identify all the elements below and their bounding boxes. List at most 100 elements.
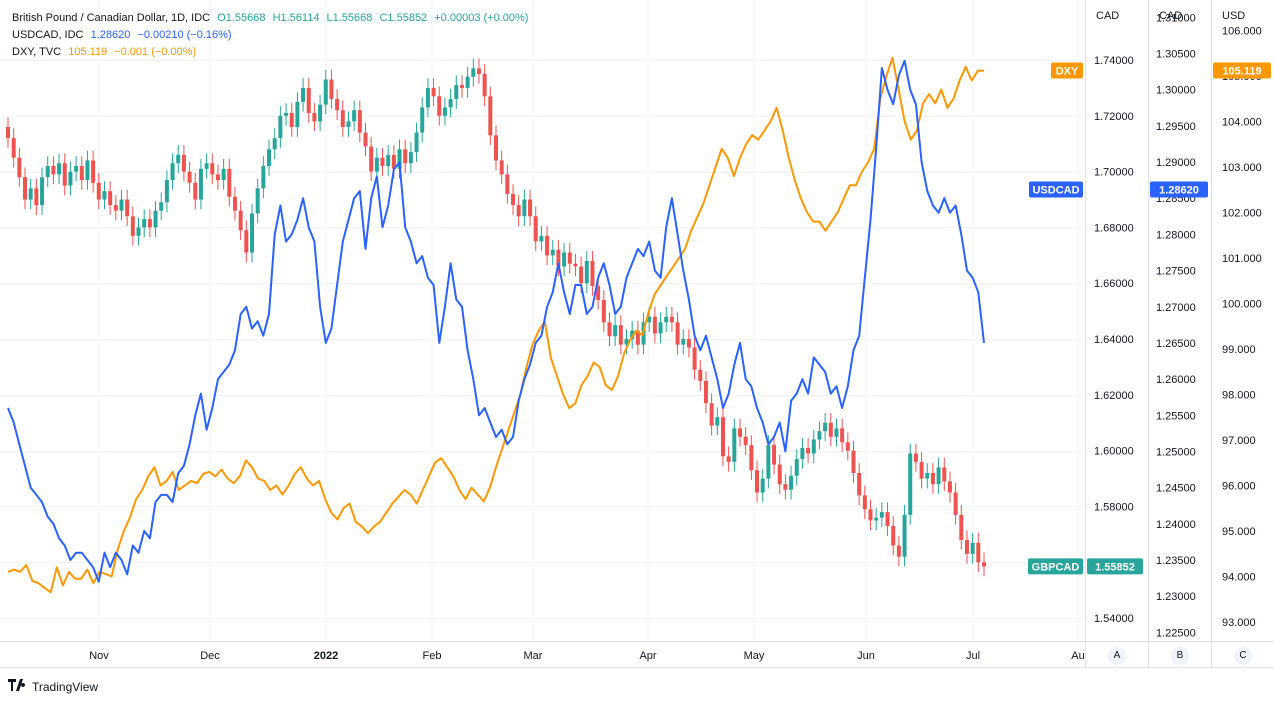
legend-row-dxy[interactable]: DXY, TVC 105.119 −0.001 (−0.00%) xyxy=(12,44,528,61)
axis-tick-label: 1.22500 xyxy=(1156,627,1196,639)
candle-body xyxy=(908,453,913,515)
gbpcad-value-label: 1.55852 xyxy=(1095,561,1135,573)
axis-tick-label: 100.000 xyxy=(1222,298,1262,310)
candle-body xyxy=(584,260,589,284)
candle-body xyxy=(386,154,391,167)
candle-body xyxy=(164,179,169,203)
candle-body xyxy=(51,166,56,175)
usdcad-name-label: USDCAD xyxy=(1032,185,1079,197)
candle-body xyxy=(250,213,254,253)
candle-body xyxy=(352,110,357,122)
candle-body xyxy=(482,73,487,97)
price-axis-b[interactable]: 1.310001.305001.300001.295001.290001.285… xyxy=(1156,12,1196,639)
axis-a-button[interactable]: A xyxy=(1108,647,1126,665)
candle-body xyxy=(669,316,674,323)
time-tick-label: Mar xyxy=(524,650,543,662)
candle-body xyxy=(476,68,481,74)
usdcad-value-tag xyxy=(1150,181,1208,198)
candle-body xyxy=(23,177,28,200)
axis-tick-label: 104.000 xyxy=(1222,116,1262,128)
axis-tick-label: 1.30000 xyxy=(1156,85,1196,97)
candle-body xyxy=(738,428,742,437)
axis-tick-label: 1.24500 xyxy=(1156,483,1196,495)
candle-body xyxy=(125,199,130,217)
candle-body xyxy=(28,188,33,200)
axis-tick-label: 1.58000 xyxy=(1094,501,1134,513)
candle-body xyxy=(238,210,243,231)
candle-body xyxy=(539,235,544,242)
axis-tick-label: 94.000 xyxy=(1222,571,1256,583)
legend-row-gbpcad[interactable]: British Pound / Canadian Dollar, 1D, IDC… xyxy=(12,10,528,27)
axis-tick-label: 1.31000 xyxy=(1156,12,1196,24)
candle-body xyxy=(601,299,606,323)
candle-body xyxy=(301,87,306,102)
axis-b-button[interactable]: B xyxy=(1171,647,1189,665)
tradingview-brand[interactable]: TradingView xyxy=(8,679,98,694)
candle-body xyxy=(828,422,833,437)
candle-body xyxy=(783,484,788,490)
candle-body xyxy=(528,199,533,217)
axis-tick-label: 1.60000 xyxy=(1094,446,1134,458)
candle-body xyxy=(45,166,50,178)
axis-tick-label: 103.000 xyxy=(1222,162,1262,174)
candle-body xyxy=(6,126,10,139)
candle-body xyxy=(720,417,725,457)
time-tick-label: Au xyxy=(1071,650,1084,662)
candle-body xyxy=(465,76,470,88)
candle-body xyxy=(630,330,635,340)
axis-tick-label: 1.66000 xyxy=(1094,278,1134,290)
price-axis-a[interactable]: 1.74000 1.72000 1.70000 1.68000 1.66000 1.640… xyxy=(1094,55,1134,625)
candle-body xyxy=(652,316,657,334)
candle-body xyxy=(624,339,629,345)
candle-body xyxy=(982,562,986,567)
candle-body xyxy=(499,160,504,175)
candle-body xyxy=(272,138,277,150)
candle-body xyxy=(789,475,794,490)
candle-body xyxy=(153,210,158,228)
candle-body xyxy=(414,132,419,153)
price-axis-c[interactable]: 106.000105.000104.000103.000102.000101.0… xyxy=(1222,25,1262,628)
candle-body xyxy=(942,467,947,482)
axis-c-button[interactable]: C xyxy=(1234,647,1252,665)
legend-row-usdcad[interactable]: USDCAD, IDC 1.28620 −0.00210 (−0.16%) xyxy=(12,27,528,44)
axis-tick-label: 95.000 xyxy=(1222,526,1256,538)
candle-body xyxy=(522,199,527,217)
candle-body xyxy=(953,492,958,515)
candle-body xyxy=(147,219,152,228)
candle-body xyxy=(323,79,328,105)
candle-body xyxy=(596,286,601,300)
usdcad-line xyxy=(7,59,985,583)
candle-body xyxy=(187,171,192,183)
candle-body xyxy=(913,453,918,462)
axis-tick-label: 97.000 xyxy=(1222,435,1256,447)
candle-body xyxy=(505,174,510,194)
candle-body xyxy=(170,163,175,180)
candle-body xyxy=(698,369,703,381)
candle-body xyxy=(709,403,714,426)
candle-body xyxy=(891,526,896,546)
candle-body xyxy=(471,68,476,77)
candle-body xyxy=(318,104,323,122)
candle-body xyxy=(91,160,96,183)
axis-a-unit: CAD xyxy=(1096,10,1120,22)
candle-body xyxy=(567,252,572,264)
time-axis[interactable]: Nov Dec 2022 Feb Mar Apr May Jun Jul Au xyxy=(89,650,1085,662)
candle-body xyxy=(96,182,101,200)
candle-body xyxy=(618,325,623,345)
candle-body xyxy=(885,512,890,527)
candle-body xyxy=(391,154,396,169)
candle-body xyxy=(732,428,737,462)
candle-body xyxy=(431,87,436,97)
candle-body xyxy=(494,135,498,161)
brand-name: TradingView xyxy=(32,679,99,694)
candle-body xyxy=(329,79,334,100)
gbpcad-value-tag xyxy=(1087,558,1143,575)
grid-lines xyxy=(0,0,1085,641)
candle-body xyxy=(556,249,561,267)
candle-body xyxy=(113,205,118,211)
candle-body xyxy=(777,464,782,485)
overlay-lines xyxy=(7,56,985,594)
axis-tick-label: 102.000 xyxy=(1222,207,1262,219)
candle-body xyxy=(947,481,952,493)
